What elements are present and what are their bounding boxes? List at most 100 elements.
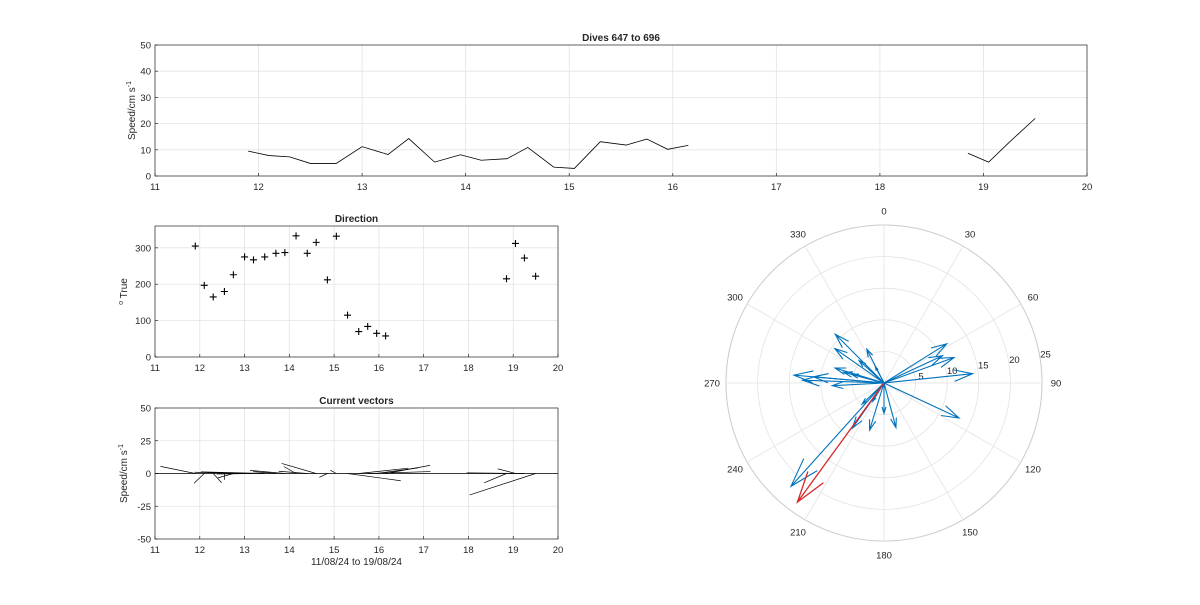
direction-title: Direction [335, 214, 378, 225]
speed-axes-box [154, 44, 1088, 177]
speed-axes: 11 12 13 14 15 16 17 18 19 20 0 10 20 30 40 50 Dives 647… [140, 33, 1092, 193]
compass-angle-label: 150 [962, 527, 978, 538]
vectors-xtick-label: 12 [194, 545, 205, 556]
vectors-xtick-label: 18 [463, 545, 474, 556]
speed-xtick-label: 12 [253, 182, 264, 193]
direction-point [373, 329, 381, 337]
direction-point [532, 272, 540, 280]
compass-radial-label: 25 [1040, 350, 1051, 361]
direction-point [229, 271, 237, 279]
direction-xtick-label: 16 [374, 363, 385, 374]
vectors-stick [347, 473, 401, 482]
direction-point [209, 293, 217, 301]
compass-angle-label: 300 [727, 293, 743, 304]
speed-ytick-label: 0 [146, 172, 151, 183]
compass-vector-arrow [869, 382, 885, 432]
direction-ytick-label: 0 [146, 353, 151, 364]
direction-point [344, 311, 352, 319]
direction-point [511, 239, 519, 247]
vectors-stick [497, 468, 516, 474]
compass-vector-arrow [841, 371, 885, 384]
speed-xtick-label: 20 [1082, 182, 1093, 193]
vectors-xtick-label: 15 [329, 545, 340, 556]
direction-xtick-label: 12 [194, 363, 205, 374]
speed-ytick-label: 20 [140, 119, 151, 130]
compass-angle-label: 90 [1051, 379, 1062, 390]
direction-point [323, 276, 331, 284]
compass-spoke [804, 382, 885, 521]
compass-radial-label: 15 [978, 360, 989, 371]
vectors-stick [484, 473, 507, 484]
direction-ytick-label: 300 [135, 243, 151, 254]
speed-title: Dives 647 to 696 [582, 33, 660, 44]
vectors-ytick-label: 0 [146, 469, 151, 480]
compass-vector-arrow [883, 342, 949, 384]
direction-point [382, 332, 390, 340]
direction-xtick-label: 17 [418, 363, 429, 374]
vectors-stick [469, 473, 536, 496]
compass-vector-arrow [881, 383, 887, 416]
vectors-xtick-label: 14 [284, 545, 295, 556]
speed-ylabel: Speed/cm s-1 [126, 81, 138, 140]
direction-xtick-label: 14 [284, 363, 295, 374]
direction-point [312, 238, 320, 246]
direction-point [200, 281, 208, 289]
vectors-xtick-label: 16 [374, 545, 385, 556]
compass-angle-label: 270 [704, 379, 720, 390]
vectors-xlabel: 11/08/24 to 19/08/24 [311, 557, 402, 568]
compass-vector-arrow [833, 347, 885, 384]
compass-vector-arrow [883, 354, 945, 384]
compass-angle-label: 0 [881, 207, 886, 218]
vectors-stick [385, 465, 431, 474]
speed-ytick-label: 10 [140, 145, 151, 156]
direction-xtick-label: 11 [150, 363, 160, 374]
vectors-stick [212, 473, 222, 483]
direction-point [261, 253, 269, 261]
direction-xtick-label: 18 [463, 363, 474, 374]
compass-vector-arrow [833, 332, 885, 384]
compass-mean-arrow [796, 382, 885, 504]
compass-axes: 0 30 60 90 120 150 180 210 240 270 300 330 5 10 15 20 25 [704, 207, 1061, 562]
compass-spoke [746, 382, 885, 463]
direction-xtick-label: 15 [329, 363, 340, 374]
vectors-xtick-label: 13 [239, 545, 250, 556]
compass-angle-label: 120 [1025, 465, 1041, 476]
direction-point [503, 275, 511, 283]
compass-angle-label: 60 [1028, 293, 1039, 304]
compass-vector-arrow [883, 382, 961, 419]
direction-point [250, 256, 258, 264]
compass-spoke [883, 245, 964, 384]
speed-xtick-label: 17 [771, 182, 782, 193]
vectors-axes: 11 12 13 14 15 16 17 18 19 20 -50 -25 0 25 50 Current v… [137, 396, 563, 556]
compass-spoke [883, 382, 964, 521]
compass-spoke [883, 382, 1022, 463]
direction-point [364, 322, 372, 330]
speed-xtick-label: 11 [150, 182, 160, 193]
direction-point [281, 249, 289, 257]
vectors-ytick-label: -50 [137, 535, 151, 546]
compass-angle-label: 330 [790, 230, 806, 241]
speed-xtick-label: 19 [978, 182, 989, 193]
direction-point [292, 232, 300, 240]
vectors-ylabel: Speed/cm s-1 [118, 444, 130, 503]
compass-radial-label: 10 [947, 366, 958, 377]
vectors-stick [330, 469, 337, 474]
vectors-ytick-label: 50 [140, 404, 151, 415]
direction-ytick-label: 200 [135, 280, 151, 291]
compass-spoke [804, 245, 885, 384]
compass-vector-arrow [874, 365, 885, 384]
direction-xtick-label: 20 [553, 363, 564, 374]
compass-angle-label: 180 [876, 551, 892, 562]
speed-xtick-label: 16 [667, 182, 678, 193]
vectors-xtick-label: 20 [553, 545, 564, 556]
compass-vector-arrow [883, 382, 897, 430]
speed-plot-area [155, 45, 1087, 176]
speed-xtick-label: 18 [875, 182, 886, 193]
compass-angle-label: 30 [965, 230, 976, 241]
compass-vector-arrow [857, 359, 885, 384]
direction-axes-box [154, 225, 559, 358]
direction-point [355, 328, 363, 336]
direction-xtick-label: 19 [508, 363, 519, 374]
vectors-stick [250, 470, 285, 474]
